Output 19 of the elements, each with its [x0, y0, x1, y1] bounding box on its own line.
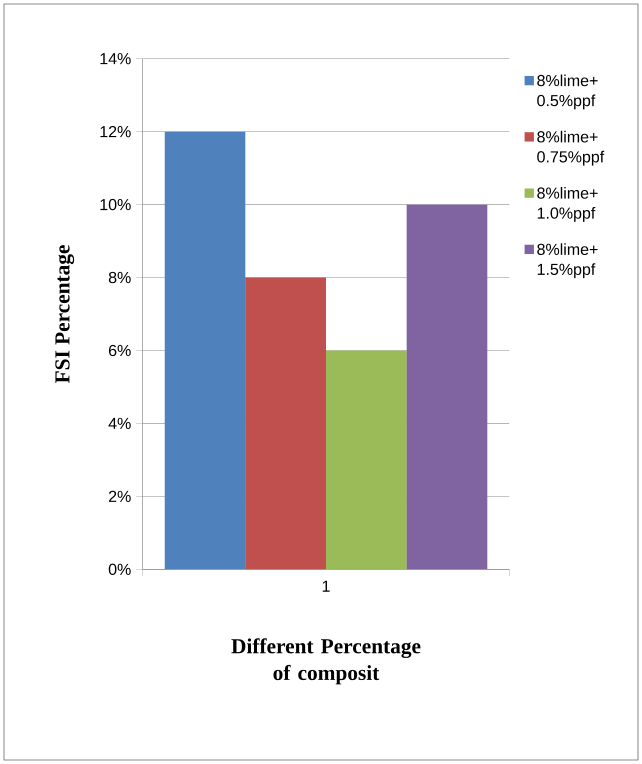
y-tick-label: 2%	[108, 490, 131, 502]
bar	[164, 132, 246, 570]
y-tick-label: 8%	[108, 272, 131, 284]
y-tick-label: 14%	[100, 53, 131, 64]
x-tick-label: 1	[322, 580, 330, 592]
legend-label: 8%lime+ 1.5%ppf	[537, 243, 598, 278]
bar	[406, 204, 488, 570]
bar	[245, 278, 326, 570]
legend-label: 8%lime+ 1.0%ppf	[537, 187, 598, 222]
y-tick-label: 12%	[100, 126, 131, 138]
y-tick-label: 0%	[108, 564, 131, 575]
y-tick-label: 4%	[108, 418, 131, 430]
y-tick-label: 10%	[100, 198, 131, 210]
x-axis-title: Different Percentage of composit	[231, 638, 420, 684]
y-axis-title: FSI Percentage	[55, 245, 74, 384]
legend-label: 8%lime+ 0.75%ppf	[537, 130, 604, 166]
y-tick-label: 6%	[108, 344, 131, 356]
legend-label: 8%lime+ 0.5%ppf	[537, 74, 598, 110]
bar	[326, 350, 407, 570]
